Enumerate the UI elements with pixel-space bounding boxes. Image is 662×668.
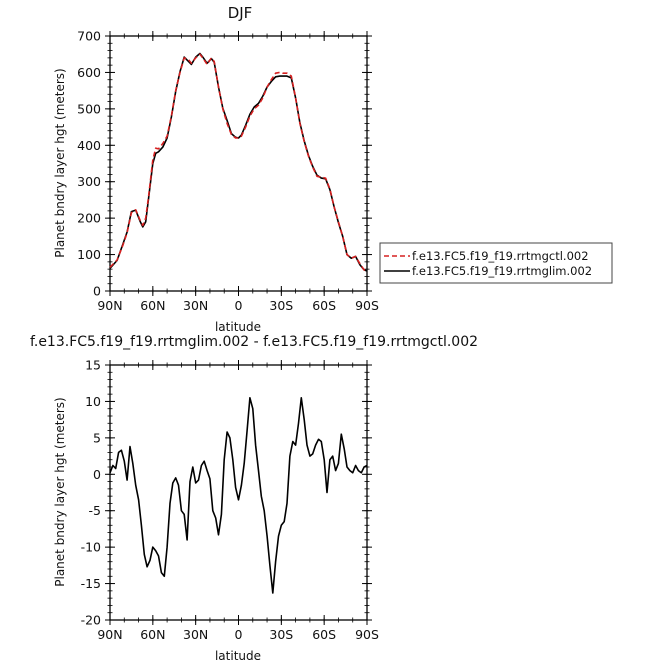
x-tick-label: 60S — [312, 627, 336, 642]
x-tick-label: 60N — [140, 627, 165, 642]
legend-entry-lim: f.e13.FC5.f19_f19.rrtmglim.002 — [412, 264, 592, 278]
y-tick-label: 500 — [77, 101, 101, 116]
x-tick-label: 30S — [269, 627, 293, 642]
y-tick-label: 0 — [93, 467, 101, 482]
x-tick-label: 90S — [355, 627, 379, 642]
x-tick-label: 0 — [235, 298, 243, 313]
bottom-chart-title: f.e13.FC5.f19_f19.rrtmglim.002 - f.e13.F… — [30, 334, 478, 350]
top-chart-title: DJF — [228, 4, 253, 22]
top-chart: DJF 0 100 200 300 400 500 600 700 90N 60N 30N 0 30S 6… — [53, 4, 379, 334]
y-tick-label: -20 — [81, 613, 101, 628]
y-tick-label: 200 — [77, 211, 101, 226]
y-tick-label: 5 — [93, 430, 101, 445]
y-tick-label: 10 — [85, 394, 101, 409]
y-tick-label: 700 — [77, 29, 101, 44]
y-tick-label: 0 — [93, 284, 101, 299]
bottom-chart-x-axis-label: latitude — [215, 649, 261, 663]
y-tick-label: -5 — [89, 503, 101, 518]
y-tick-label: -10 — [81, 540, 101, 555]
x-tick-label: 60N — [140, 298, 165, 313]
y-tick-label: 15 — [85, 358, 101, 373]
y-tick-label: 100 — [77, 247, 101, 262]
x-tick-label: 90N — [97, 298, 122, 313]
legend-box — [379, 242, 613, 284]
series-line-lim — [109, 53, 368, 272]
y-tick-label: 400 — [77, 138, 101, 153]
bottom-chart: f.e13.FC5.f19_f19.rrtmglim.002 - f.e13.F… — [30, 334, 478, 663]
x-tick-label: 90N — [97, 627, 122, 642]
series-line-ctl — [109, 52, 368, 272]
legend-entry-ctl: f.e13.FC5.f19_f19.rrtmgctl.002 — [412, 249, 589, 263]
y-tick-label: 300 — [77, 174, 101, 189]
top-chart-x-axis-label: latitude — [215, 320, 261, 334]
x-tick-label: 0 — [235, 627, 243, 642]
legend: f.e13.FC5.f19_f19.rrtmgctl.002 f.e13.FC5… — [379, 242, 613, 284]
x-tick-label: 60S — [312, 298, 336, 313]
top-chart-y-axis-label: Planet bndry layer hgt (meters) — [53, 68, 67, 258]
bottom-chart-frame — [109, 364, 368, 621]
bottom-chart-y-axis-label: Planet bndry layer hgt (meters) — [53, 397, 67, 587]
series-line-difference — [109, 396, 368, 594]
top-chart-frame — [109, 35, 368, 292]
x-tick-label: 30N — [183, 298, 208, 313]
x-tick-label: 30S — [269, 298, 293, 313]
y-tick-label: 600 — [77, 65, 101, 80]
y-tick-label: -15 — [81, 576, 101, 591]
x-tick-label: 90S — [355, 298, 379, 313]
x-tick-label: 30N — [183, 627, 208, 642]
